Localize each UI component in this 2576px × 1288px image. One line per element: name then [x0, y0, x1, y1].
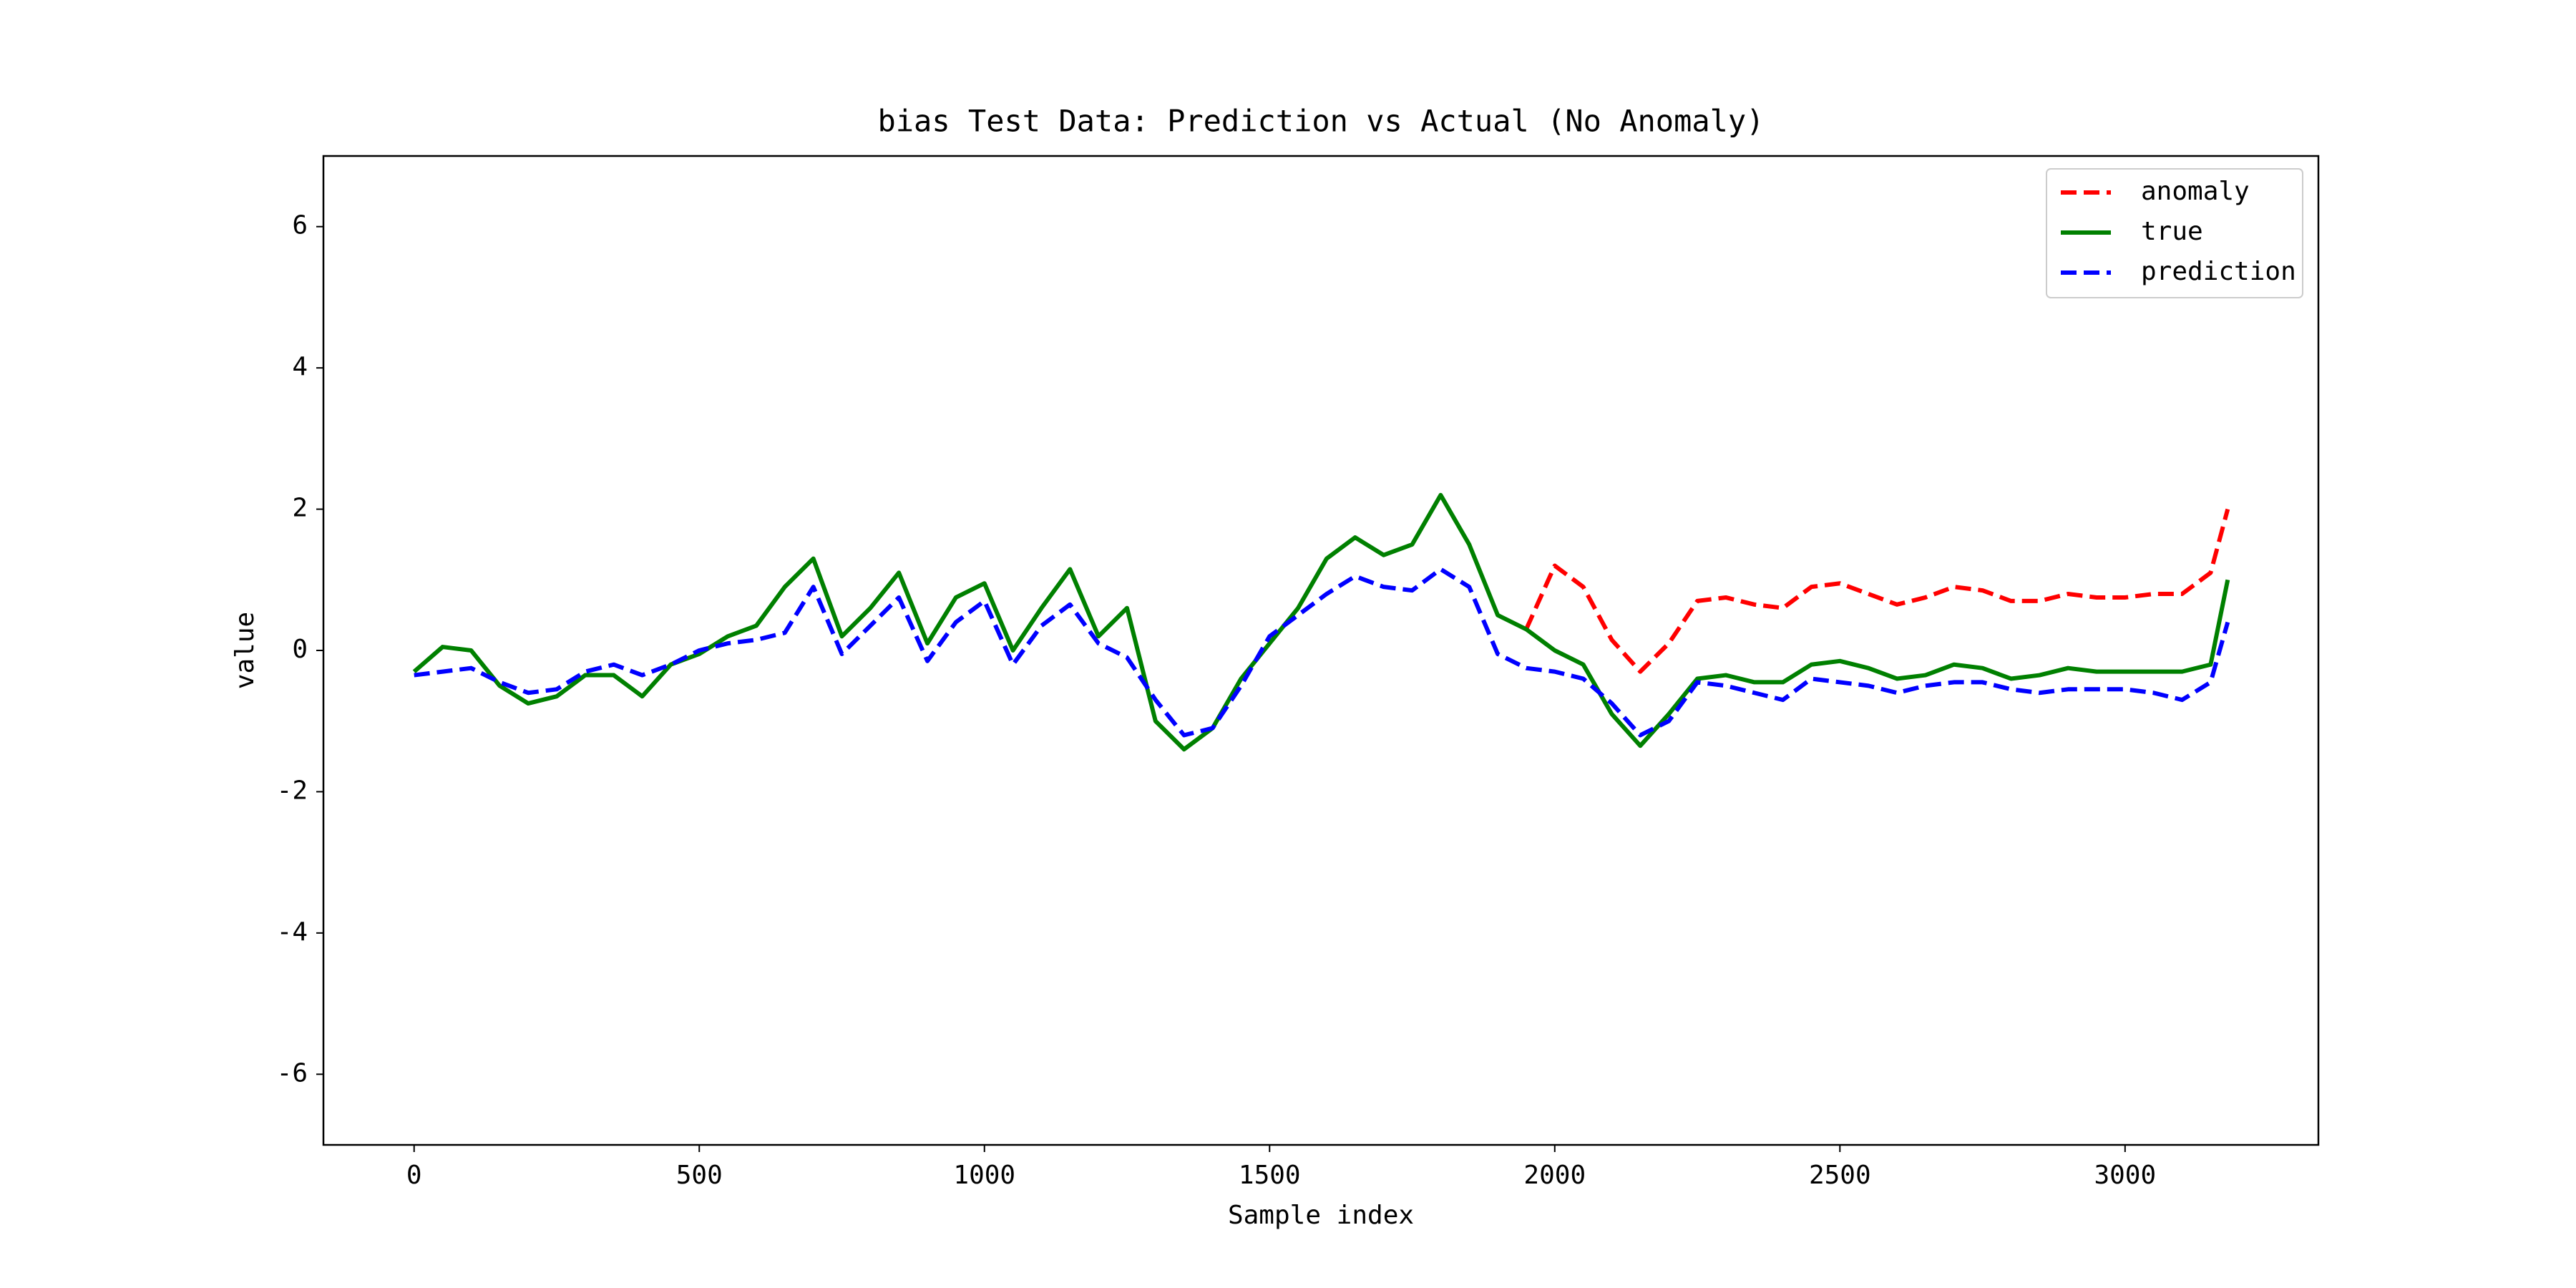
x-tick-label: 2500	[1809, 1161, 1871, 1190]
series-line	[412, 492, 2230, 752]
y-tick-label: 0	[292, 635, 308, 664]
legend-label: prediction	[2141, 257, 2296, 286]
series-line	[414, 567, 2230, 738]
x-tick-label: 1000	[953, 1161, 1015, 1190]
x-tick-label: 3000	[2094, 1161, 2156, 1190]
plot-frame	[322, 155, 2320, 1146]
legend-box	[2046, 168, 2303, 298]
y-tick-label: -2	[277, 776, 308, 805]
chart-title: bias Test Data: Prediction vs Actual (No…	[877, 104, 1764, 139]
x-tick-label: 1500	[1239, 1161, 1301, 1190]
y-tick-label: -6	[277, 1058, 308, 1088]
legend-label: true	[2141, 217, 2203, 246]
y-tick-label: 6	[292, 211, 308, 240]
x-tick-label: 0	[406, 1161, 422, 1190]
x-tick-label: 500	[676, 1161, 723, 1190]
x-tick-label: 2000	[1523, 1161, 1586, 1190]
legend-label: anomaly	[2141, 177, 2250, 206]
series-line	[1524, 508, 2230, 674]
x-axis-label: Sample index	[1228, 1201, 1414, 1230]
y-axis-label: value	[230, 612, 260, 689]
y-tick-label: 4	[292, 352, 308, 381]
y-tick-label: -4	[277, 917, 308, 947]
y-tick-label: 2	[292, 494, 308, 523]
